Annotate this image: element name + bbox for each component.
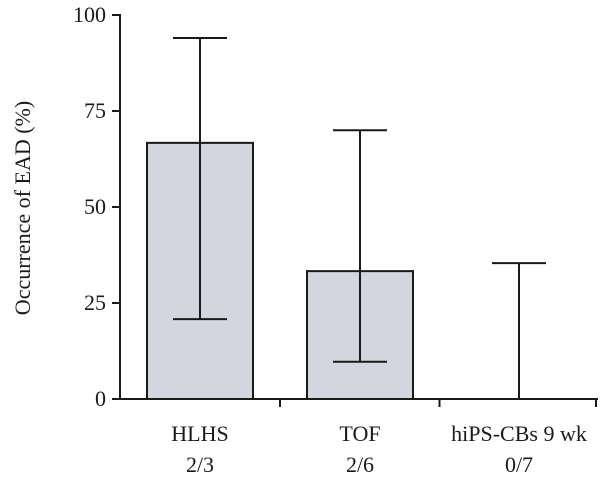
y-tick-label-4: 100 [73,2,106,27]
y-tick-label-3: 75 [84,98,106,123]
category-sublabel-0: 2/3 [186,452,214,477]
bars-group [146,141,414,400]
y-tick-label-1: 25 [84,290,106,315]
labels-group: 0 25 50 75 100 HLHS 2/3 TOF 2/6 hiPS-CBs 9 wk 0/7 [73,2,587,477]
error-bars-group [173,37,546,399]
category-label-0: HLHS [171,421,228,446]
y-tick-label-2: 50 [84,194,106,219]
y-tick-label-0: 0 [95,386,106,411]
category-label-2: hiPS-CBs 9 wk [451,421,587,446]
category-label-1: TOF [339,421,380,446]
category-sublabel-2: 0/7 [505,452,533,477]
category-sublabel-1: 2/6 [346,452,374,477]
y-axis-title: Occurrence of EAD (%) [10,101,35,315]
axes-group [112,14,598,407]
